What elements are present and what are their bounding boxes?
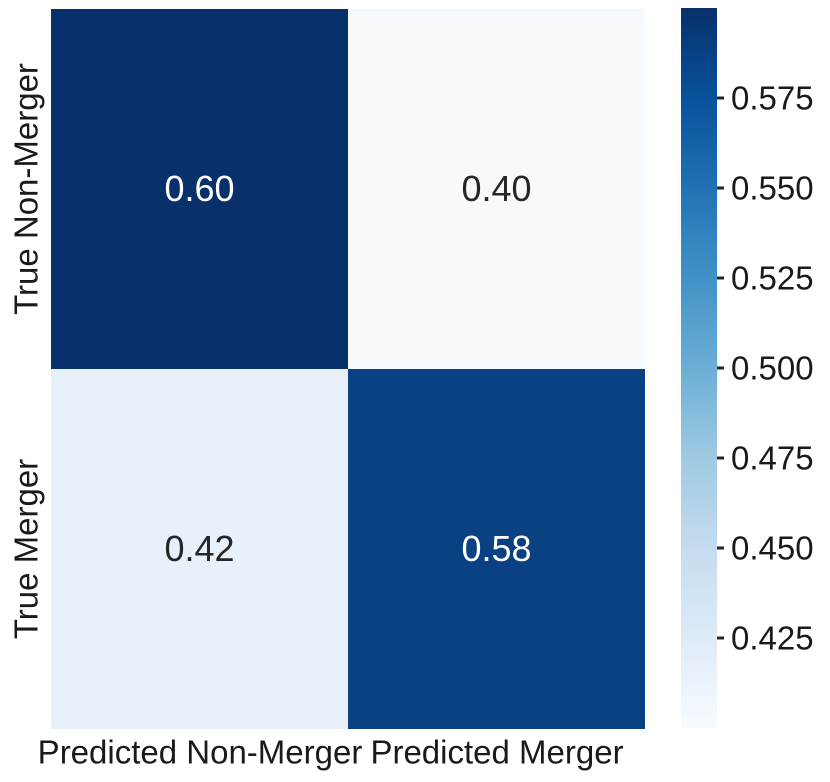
- colorbar-tick-label: 0.575: [731, 79, 814, 117]
- colorbar-tick-label: 0.550: [731, 169, 814, 207]
- heatmap-cell-true-nonmerger-pred-nonmerger: 0.60: [51, 9, 348, 369]
- colorbar-tick-label: 0.450: [731, 529, 814, 567]
- y-axis-tick-label-true-nonmerger: True Non-Merger: [7, 63, 45, 315]
- colorbar-tick-label: 0.425: [731, 619, 814, 657]
- x-axis-tick-label-predicted-nonmerger: Predicted Non-Merger: [37, 733, 363, 771]
- heatmap-cell-true-nonmerger-pred-merger: 0.40: [348, 9, 645, 369]
- colorbar-tick-mark: [717, 366, 724, 370]
- colorbar-tick-mark: [717, 456, 724, 460]
- colorbar-tick-mark: [717, 276, 724, 280]
- colorbar-tick-label: 0.475: [731, 439, 814, 477]
- heatmap-cell-true-merger-pred-merger: 0.58: [348, 369, 645, 729]
- x-axis-tick-label-predicted-merger: Predicted Merger: [370, 733, 624, 771]
- colorbar-gradient: [681, 8, 717, 728]
- cell-value: 0.58: [461, 528, 532, 569]
- colorbar-tick-mark: [717, 186, 724, 190]
- colorbar: 0.575 0.550 0.525 0.500 0.475 0.450 0.425: [681, 8, 814, 728]
- colorbar-tick-label: 0.500: [731, 349, 814, 387]
- colorbar-tick: 0.475: [717, 442, 814, 475]
- heatmap-cell-true-merger-pred-nonmerger: 0.42: [51, 369, 348, 729]
- colorbar-tick: 0.425: [717, 622, 814, 655]
- colorbar-tick-mark: [717, 546, 724, 550]
- colorbar-tick: 0.550: [717, 172, 814, 205]
- cell-value: 0.42: [164, 528, 235, 569]
- colorbar-tick-label: 0.525: [731, 259, 814, 297]
- y-axis-tick-label-true-merger: True Merger: [7, 458, 45, 640]
- colorbar-tick-mark: [717, 96, 724, 100]
- cell-value: 0.60: [164, 168, 235, 209]
- colorbar-tick: 0.500: [717, 352, 814, 385]
- colorbar-tick: 0.575: [717, 82, 814, 115]
- colorbar-tick-mark: [717, 636, 724, 640]
- colorbar-tick: 0.525: [717, 262, 814, 295]
- colorbar-tick: 0.450: [717, 532, 814, 565]
- confusion-matrix-heatmap: 0.60 0.40 0.42 0.58: [51, 9, 645, 729]
- cell-value: 0.40: [461, 168, 532, 209]
- colorbar-ticks: 0.575 0.550 0.525 0.500 0.475 0.450 0.425: [681, 8, 814, 728]
